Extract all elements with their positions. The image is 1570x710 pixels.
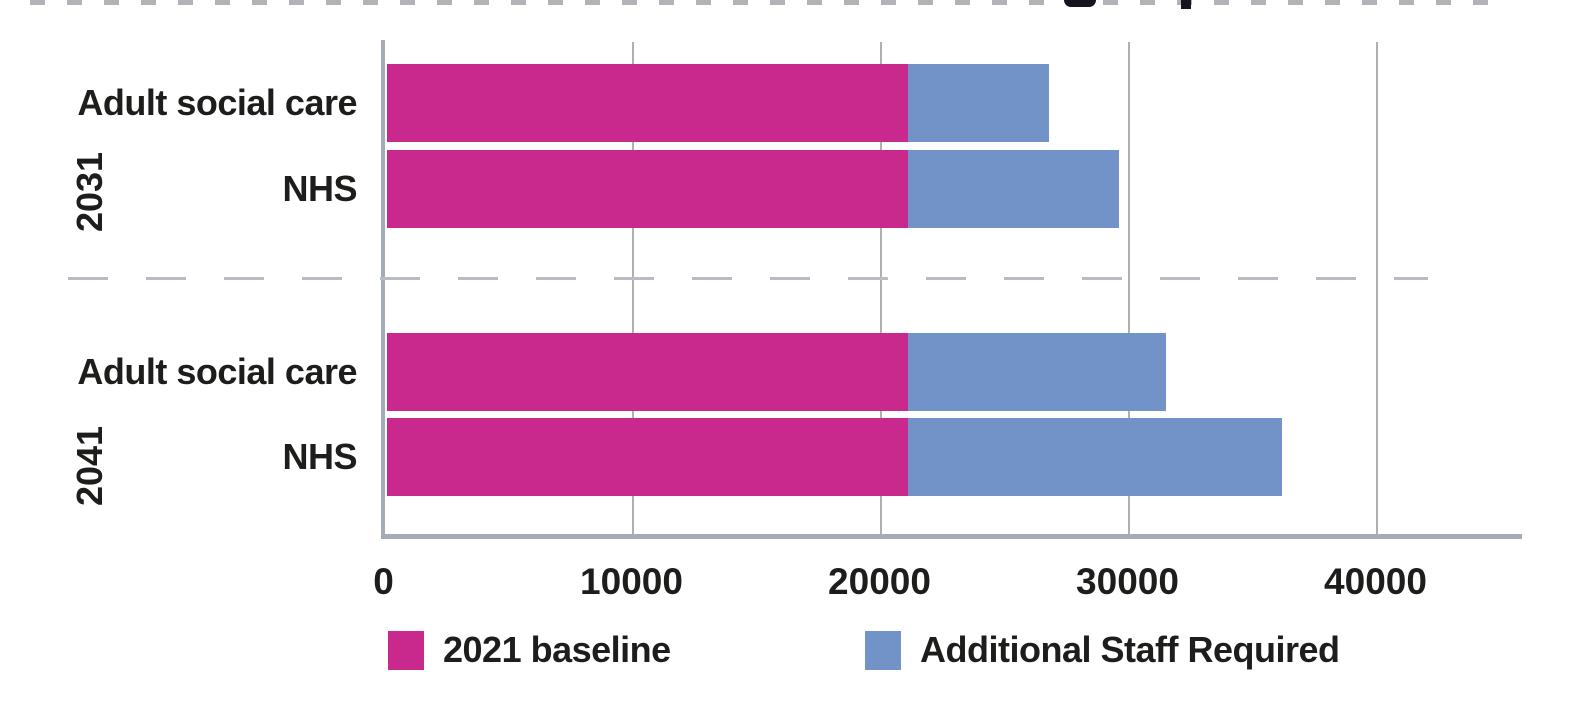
x-tick-20000: 20000 <box>828 561 931 602</box>
x-tick-30000: 30000 <box>1076 561 1179 602</box>
bar-2041-nhs-additional <box>907 418 1283 496</box>
category-label-nhs-2041: NHS <box>282 436 357 477</box>
bar-2041-adult-social-care-additional <box>907 333 1166 411</box>
bar-2041-adult-social-care-baseline <box>387 333 908 411</box>
legend-swatch-additional <box>865 630 901 670</box>
group-label-2031: 2031 <box>69 151 110 233</box>
legend-label-additional: Additional Staff Required <box>920 629 1340 670</box>
bar-2031-nhs-baseline <box>387 150 908 228</box>
legend-item-additional: Additional Staff Required <box>865 629 1340 670</box>
clipped-title-glyph-fragment <box>1181 0 1191 9</box>
x-tick-0: 0 <box>373 561 394 602</box>
gridline-20000 <box>879 42 882 534</box>
category-label-nhs-2031: NHS <box>282 168 357 209</box>
x-tick-10000: 10000 <box>580 561 683 602</box>
category-label-adult-social-care-2041: Adult social care <box>77 351 357 392</box>
group-label-2041: 2041 <box>69 425 110 507</box>
bar-2041-nhs-baseline <box>387 418 908 496</box>
gridline-30000 <box>1127 42 1130 534</box>
gridline-10000 <box>631 42 634 534</box>
bar-2031-adult-social-care-additional <box>907 64 1050 142</box>
bar-2031-nhs-additional <box>907 150 1119 228</box>
x-tick-40000: 40000 <box>1324 561 1427 602</box>
category-label-adult-social-care-2031: Adult social care <box>77 82 357 123</box>
group-separator-dashed-line <box>68 277 1428 280</box>
x-axis-line <box>381 534 1522 539</box>
bar-2031-adult-social-care-baseline <box>387 64 908 142</box>
gridline-40000 <box>1375 42 1378 534</box>
y-axis-line <box>381 40 385 539</box>
clipped-title-glyph-fragment <box>1064 0 1096 7</box>
legend-swatch-baseline <box>388 630 424 670</box>
legend-label-baseline: 2021 baseline <box>443 629 671 670</box>
clipped-title-strip <box>30 0 1498 5</box>
legend-item-baseline: 2021 baseline <box>388 629 671 670</box>
